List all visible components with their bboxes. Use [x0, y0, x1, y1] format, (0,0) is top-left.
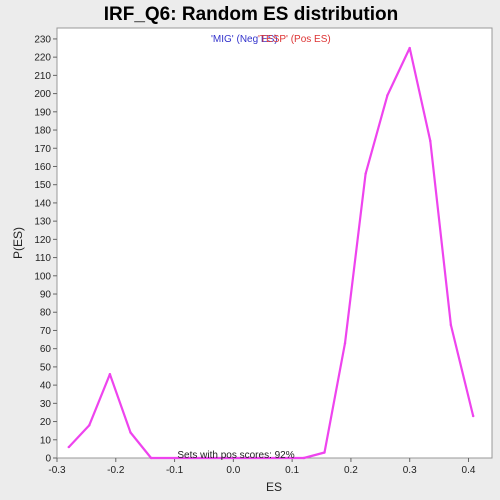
- legend: 'MIG' (Neg ES) 'TESP' (Pos ES): [211, 34, 331, 45]
- data-point: [409, 47, 411, 49]
- y-tick-label: 90: [40, 290, 52, 301]
- y-tick-label: 190: [34, 107, 51, 118]
- data-point: [472, 415, 474, 417]
- data-point: [68, 446, 70, 448]
- y-axis-label: P(ES): [11, 227, 25, 259]
- y-tick-label: 180: [34, 126, 51, 137]
- data-point: [450, 324, 452, 326]
- y-tick-label: 30: [40, 399, 52, 410]
- y-tick-label: 100: [34, 271, 51, 282]
- y-tick-label: 60: [40, 344, 52, 355]
- y-tick-label: 150: [34, 180, 51, 191]
- y-tick-label: 170: [34, 144, 51, 155]
- y-tick-label: 70: [40, 326, 52, 337]
- x-tick-label: 0.3: [403, 465, 417, 476]
- data-point: [129, 431, 131, 433]
- data-point: [303, 457, 305, 459]
- y-tick-label: 40: [40, 381, 52, 392]
- pos-scores-annotation: Sets with pos scores: 92%: [177, 450, 294, 461]
- y-tick-label: 210: [34, 71, 51, 82]
- y-tick-label: 120: [34, 235, 51, 246]
- y-tick-label: 110: [35, 253, 51, 264]
- x-tick-label: 0.1: [285, 465, 299, 476]
- y-tick-label: 80: [40, 308, 52, 319]
- y-tick-label: 140: [34, 198, 51, 209]
- y-tick-label: 160: [34, 162, 51, 173]
- y-tick-label: 130: [34, 217, 51, 228]
- data-point: [386, 94, 388, 96]
- x-tick-label: -0.2: [107, 465, 125, 476]
- x-tick-label: 0.4: [462, 465, 476, 476]
- x-tick-label: -0.3: [48, 465, 66, 476]
- y-tick-label: 230: [34, 34, 51, 45]
- chart-title: IRF_Q6: Random ES distribution: [104, 4, 399, 25]
- x-tick-label: -0.1: [166, 465, 184, 476]
- y-axis: 0 10 20 30 40 50 60 70 80 90 100 110 120 130 140 150 160…: [34, 34, 57, 464]
- data-point: [344, 342, 346, 344]
- x-axis-label: ES: [266, 480, 282, 494]
- data-point: [150, 457, 152, 459]
- data-point: [109, 373, 111, 375]
- legend-entry-pos: 'TESP' (Pos ES): [258, 34, 331, 45]
- y-tick-label: 0: [45, 454, 51, 465]
- y-tick-label: 220: [34, 53, 51, 64]
- data-point: [88, 424, 90, 426]
- y-tick-label: 10: [40, 435, 52, 446]
- y-tick-label: 200: [34, 89, 51, 100]
- x-tick-label: 0.2: [344, 465, 358, 476]
- data-point: [429, 140, 431, 142]
- data-point: [323, 451, 325, 453]
- y-tick-label: 20: [40, 417, 52, 428]
- plot-area: [57, 28, 492, 458]
- y-tick-label: 50: [40, 362, 52, 373]
- x-tick-label: 0.0: [226, 465, 240, 476]
- data-point: [364, 173, 366, 175]
